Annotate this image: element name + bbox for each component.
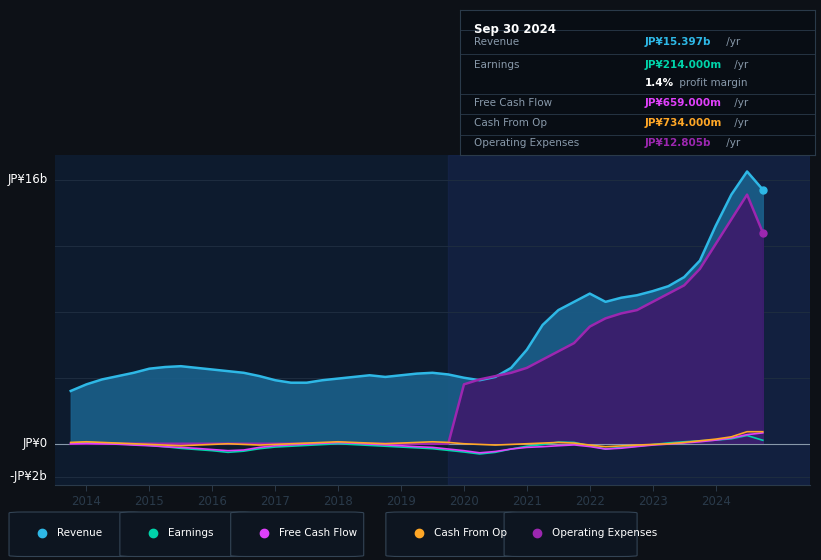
- Text: JP¥15.397b: JP¥15.397b: [644, 37, 711, 47]
- Text: Sep 30 2024: Sep 30 2024: [475, 23, 556, 36]
- Text: Revenue: Revenue: [57, 528, 102, 538]
- FancyBboxPatch shape: [504, 512, 637, 557]
- Text: /yr: /yr: [731, 118, 748, 128]
- Text: JP¥0: JP¥0: [22, 437, 48, 450]
- Text: profit margin: profit margin: [676, 77, 747, 87]
- Text: Earnings: Earnings: [475, 60, 520, 70]
- Text: -JP¥2b: -JP¥2b: [10, 470, 48, 483]
- Text: /yr: /yr: [722, 37, 740, 47]
- Text: Earnings: Earnings: [168, 528, 213, 538]
- Text: JP¥12.805b: JP¥12.805b: [644, 138, 711, 148]
- Text: JP¥734.000m: JP¥734.000m: [644, 118, 722, 128]
- Text: 1.4%: 1.4%: [644, 77, 674, 87]
- Text: Operating Expenses: Operating Expenses: [553, 528, 658, 538]
- Text: Free Cash Flow: Free Cash Flow: [279, 528, 357, 538]
- Text: Revenue: Revenue: [475, 37, 520, 47]
- FancyBboxPatch shape: [120, 512, 253, 557]
- Text: JP¥659.000m: JP¥659.000m: [644, 98, 722, 108]
- Text: Cash From Op: Cash From Op: [475, 118, 548, 128]
- Text: Free Cash Flow: Free Cash Flow: [475, 98, 553, 108]
- FancyBboxPatch shape: [9, 512, 142, 557]
- Text: /yr: /yr: [731, 60, 748, 70]
- Text: /yr: /yr: [722, 138, 740, 148]
- FancyBboxPatch shape: [386, 512, 519, 557]
- Text: Operating Expenses: Operating Expenses: [475, 138, 580, 148]
- FancyBboxPatch shape: [231, 512, 364, 557]
- Text: /yr: /yr: [731, 98, 748, 108]
- Bar: [448, 155, 810, 485]
- Text: Cash From Op: Cash From Op: [434, 528, 507, 538]
- Text: JP¥214.000m: JP¥214.000m: [644, 60, 722, 70]
- Text: JP¥16b: JP¥16b: [7, 173, 48, 186]
